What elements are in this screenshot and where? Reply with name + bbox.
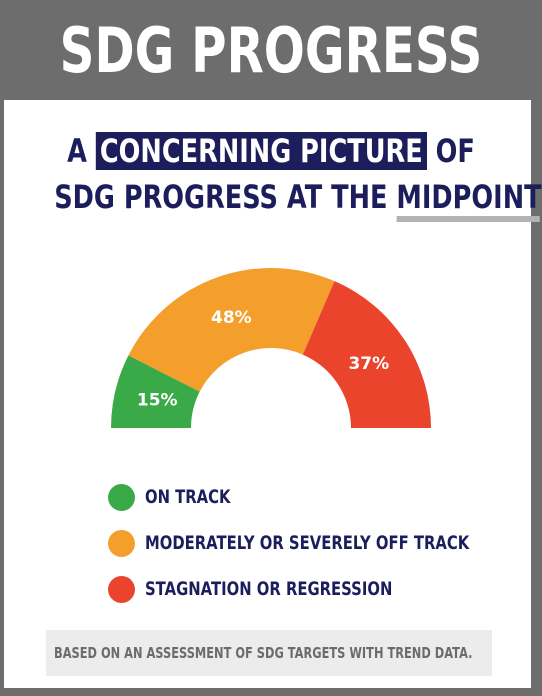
header-title: SDG PROGRESS xyxy=(59,14,483,87)
legend-label-3: STAGNATION OR REGRESSION xyxy=(145,578,393,600)
gauge-chart: 15% 48% 37% xyxy=(111,268,431,428)
footnote-box xyxy=(46,630,492,676)
gauge-slice-1 xyxy=(111,355,200,428)
legend-swatch-2 xyxy=(108,529,135,557)
headline-underlined-word: MIDPOINT xyxy=(396,178,541,222)
headline-highlight: CONCERNING PICTURE xyxy=(95,132,427,170)
footnote: BASED ON AN ASSESSMENT OF SDG TARGETS WI… xyxy=(54,644,473,662)
gauge-slice-label-1: 15% xyxy=(137,391,178,411)
legend-item-3: STAGNATION OR REGRESSION xyxy=(108,566,542,612)
legend-label-2: MODERATELY OR SEVERELY OFF TRACK xyxy=(145,532,470,554)
headline-line2-prefix: SDG PROGRESS AT THE xyxy=(54,178,388,216)
headline-prefix: A xyxy=(67,132,87,170)
legend: ON TRACK MODERATELY OR SEVERELY OFF TRACK… xyxy=(108,474,542,612)
legend-label-1: ON TRACK xyxy=(145,486,231,508)
headline-line-2: SDG PROGRESS AT THE MIDPOINT: xyxy=(54,174,542,222)
headline-suffix: OF xyxy=(435,132,475,170)
gauge-slice-3 xyxy=(302,281,431,428)
legend-item-2: MODERATELY OR SEVERELY OFF TRACK xyxy=(108,520,542,566)
legend-swatch-1 xyxy=(108,483,135,511)
legend-item-1: ON TRACK xyxy=(108,474,542,520)
gauge-slice-label-3: 37% xyxy=(348,354,389,374)
gauge-slice-2 xyxy=(128,268,335,392)
headline-colon: : xyxy=(540,178,542,216)
gauge-slice-label-2: 48% xyxy=(211,308,252,328)
headline: A CONCERNING PICTURE OF SDG PROGRESS AT … xyxy=(0,128,542,222)
legend-swatch-3 xyxy=(108,575,135,603)
headline-line-1: A CONCERNING PICTURE OF xyxy=(54,128,488,174)
content-panel xyxy=(4,100,531,688)
